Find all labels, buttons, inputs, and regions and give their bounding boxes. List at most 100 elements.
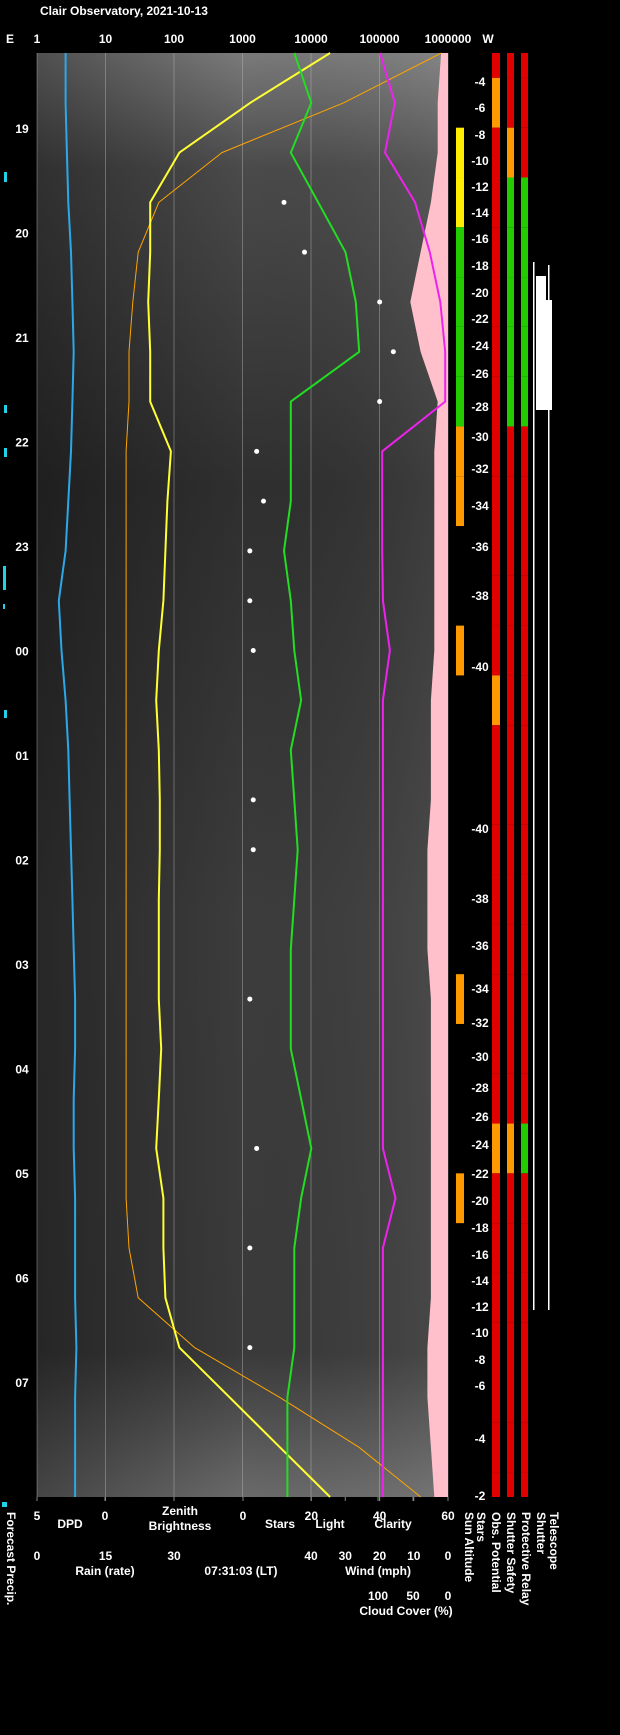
- sun-altitude-label: -36: [471, 939, 489, 953]
- status-segment: [456, 476, 464, 527]
- sun-altitude-label: -32: [471, 1016, 489, 1030]
- sun-altitude-label: -20: [471, 286, 489, 300]
- sun-altitude-label: -26: [471, 1110, 489, 1124]
- status-segment: [507, 1372, 514, 1423]
- time-label: 01: [15, 749, 29, 763]
- sun-altitude-label: -10: [471, 1326, 489, 1340]
- status-segment: [521, 1322, 528, 1373]
- x-tick-label: 20: [373, 1549, 387, 1563]
- status-segment: [521, 376, 528, 427]
- sun-altitude-label: -4: [475, 1432, 486, 1446]
- status-segment: [507, 1173, 514, 1224]
- status-segment: [492, 426, 500, 477]
- status-segment: [521, 227, 528, 278]
- status-segment: [492, 1173, 500, 1224]
- legend-label: Zenith Brightness: [149, 1504, 212, 1533]
- x-tick-label: 1000: [229, 32, 256, 46]
- x-tick-label: 0: [102, 1509, 109, 1523]
- status-segment: [507, 526, 514, 576]
- telescope-shutter: [533, 262, 552, 1310]
- shutter-line: [548, 265, 550, 1310]
- sun-altitude-label: -2: [475, 1489, 486, 1503]
- status-segment: [507, 127, 514, 178]
- status-segment: [492, 575, 500, 626]
- status-segment: [507, 77, 514, 128]
- status-segment: [521, 575, 528, 626]
- time-label: 04: [15, 1063, 29, 1077]
- legend-label: Stars: [265, 1517, 295, 1531]
- series-line: [125, 52, 442, 1498]
- status-segment: [456, 227, 464, 278]
- sun-altitude-label: -28: [471, 400, 489, 414]
- status-segment: [456, 127, 464, 178]
- star-point: [377, 299, 383, 305]
- sun-altitude-label: -22: [471, 1167, 489, 1181]
- star-point: [390, 349, 396, 355]
- status-segment: [507, 277, 514, 327]
- status-segment: [521, 625, 528, 676]
- status-segment: [492, 924, 500, 975]
- status-segment: [456, 974, 464, 1024]
- x-tick-label: 0: [34, 1549, 41, 1563]
- time-label: 19: [15, 122, 29, 136]
- status-segment: [492, 1272, 500, 1323]
- status-segment: [521, 426, 528, 477]
- x-tick-label: 100000: [359, 32, 399, 46]
- status-segment: [507, 227, 514, 278]
- x-tick-label: 30: [167, 1549, 181, 1563]
- status-label: Sun Altitude: [462, 1512, 476, 1583]
- time-label: 03: [15, 958, 29, 972]
- star-point: [281, 199, 287, 205]
- status-segment: [456, 277, 464, 327]
- time-label: 05: [15, 1167, 29, 1181]
- status-segment: [507, 1023, 514, 1074]
- status-segment: [521, 1123, 528, 1174]
- status-segment: [492, 1123, 500, 1174]
- sun-altitude-label: -14: [471, 1274, 489, 1288]
- star-point: [377, 399, 383, 405]
- status-segment: [492, 1322, 500, 1373]
- x-tick-label: 5: [34, 1509, 41, 1523]
- x-tick-label: 1000000: [425, 32, 472, 46]
- axis-label: Rain (rate): [75, 1564, 134, 1578]
- sun-altitude-label: -16: [471, 1248, 489, 1262]
- sun-altitude-label: -30: [471, 1050, 489, 1064]
- sun-altitude-label: -24: [471, 1138, 489, 1152]
- x-tick-label: 20: [305, 1509, 319, 1523]
- status-label: Shutter Safety: [504, 1512, 518, 1594]
- status-segment: [492, 177, 500, 228]
- sun-altitude-label: -8: [475, 1353, 486, 1367]
- status-segment: [507, 53, 514, 78]
- stars-column-label: Stars: [474, 1512, 488, 1542]
- precip-mark: [4, 172, 7, 182]
- status-segment: [507, 177, 514, 228]
- sun-altitude-label: -38: [471, 892, 489, 906]
- sun-altitude-label: -26: [471, 367, 489, 381]
- series-line: [283, 52, 361, 1497]
- status-segment: [521, 1073, 528, 1124]
- status-segment: [507, 725, 514, 775]
- shutter-label: Shutter: [534, 1512, 548, 1554]
- time-label: 06: [15, 1272, 29, 1286]
- status-segment: [492, 476, 500, 527]
- status-segment: [507, 476, 514, 527]
- time-label: 20: [15, 227, 29, 241]
- precip-mark: [2, 1502, 7, 1507]
- status-segment: [521, 974, 528, 1024]
- sun-altitude-label: -12: [471, 1300, 489, 1314]
- status-segment: [507, 1073, 514, 1124]
- status-segment: [507, 575, 514, 626]
- status-segment: [492, 1422, 500, 1473]
- status-segment: [456, 426, 464, 477]
- forecast-precip-marks: [2, 172, 7, 1507]
- sun-altitude-label: -34: [471, 982, 489, 996]
- sun-altitude-label: -12: [471, 180, 489, 194]
- time-label: 23: [15, 540, 29, 554]
- status-segment: [492, 1372, 500, 1423]
- status-label: Protective Relay: [519, 1512, 533, 1606]
- status-segment: [521, 326, 528, 377]
- sun-altitude-label: -8: [475, 128, 486, 142]
- star-point: [254, 1145, 260, 1151]
- x-tick-label: 50: [406, 1589, 420, 1603]
- precip-mark: [4, 405, 7, 413]
